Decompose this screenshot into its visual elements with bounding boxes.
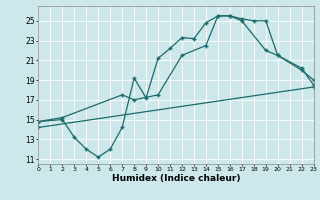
X-axis label: Humidex (Indice chaleur): Humidex (Indice chaleur) bbox=[112, 174, 240, 183]
